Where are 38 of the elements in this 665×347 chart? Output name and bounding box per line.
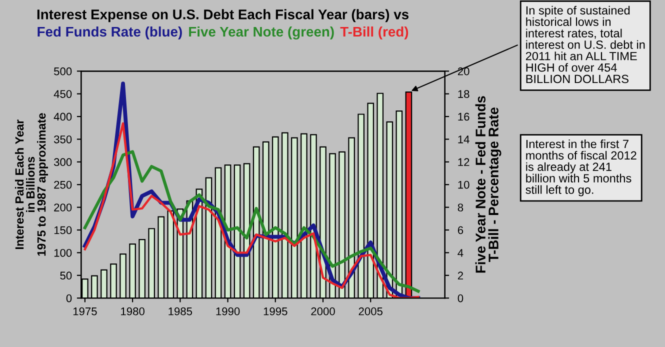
y2-tick-label: 20: [458, 67, 470, 76]
y-tick-label: 400: [54, 112, 72, 121]
y-tick-label: 250: [54, 180, 72, 189]
y2-tick-label: 10: [458, 180, 470, 189]
y2-tick-label: 8: [458, 204, 464, 212]
chart-title: Interest Expense on U.S. Debt Each Fiscal Year (bars) vs: [37, 9, 409, 22]
y-tick-label: 450: [54, 90, 72, 98]
x-tick-label: 1995: [264, 307, 288, 316]
x-tick-label: 2005: [358, 307, 383, 316]
text: Fed Funds Rate (blue): [38, 26, 182, 40]
y2-tick-label: 2: [458, 272, 464, 280]
y2-tick-label: 16: [458, 112, 470, 121]
annotation: In spite of sustained historical lows in interest rates, total interest on U.S. debt in 2011 hit an ALL TIME HIGH of over 454 BILLION DOLLARS: [526, 6, 645, 84]
y2-tick-label: 4: [458, 249, 464, 257]
y-tick-label: 500: [54, 67, 72, 76]
y2-tick-label: 6: [458, 226, 464, 234]
y-tick-label: 150: [54, 226, 72, 234]
y-tick-label: 350: [54, 135, 72, 144]
y-axis-title: Interest Paid Each Year in Billions 1975 to 1987 approximate: [14, 113, 48, 256]
y-tick-label: 100: [54, 248, 72, 257]
x-tick-label: 1990: [216, 307, 240, 316]
y2-tick-label: 0: [458, 294, 464, 302]
y2-tick-label: 12: [458, 158, 470, 166]
y-tick-label: 50: [60, 272, 72, 280]
line-series: [83, 150, 420, 293]
x-tick-label: 2000: [311, 307, 335, 316]
y2-axis-title: Five Year Note - Fed Funds T-Bill - Percentage Rate: [475, 96, 502, 273]
text: T-Bill (red): [340, 26, 408, 40]
text: Interest in the first 7 months of fiscal 2012 is already at 241 billion with 5 months still left to go.: [526, 139, 636, 196]
y-tick-label: 300: [54, 158, 72, 166]
y-tick-label: 200: [54, 204, 72, 212]
y2-tick-label: 18: [458, 90, 470, 98]
x-tick-label: 1985: [168, 307, 192, 316]
y2-tick-label: 14: [458, 136, 470, 144]
text: Five Year Note (green): [189, 26, 334, 40]
x-tick-label: 1980: [121, 307, 144, 316]
x-tick-label: 1975: [73, 307, 97, 316]
y-tick-label: 0: [66, 294, 72, 302]
